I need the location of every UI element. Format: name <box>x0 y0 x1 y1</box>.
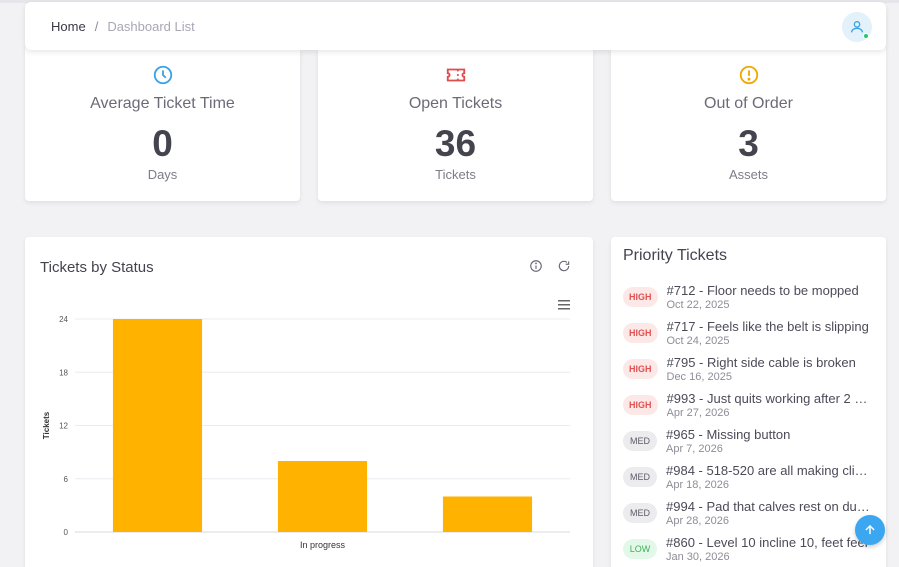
stat-value: 0 <box>152 123 173 164</box>
top-border <box>0 0 899 3</box>
priority-ticket-date: Jan 30, 2026 <box>666 551 730 563</box>
priority-ticket-item[interactable]: MED #994 - Pad that calves rest on during… <box>623 499 878 535</box>
priority-ticket-text: #712 - Floor needs to be mopped Oct 22, 2… <box>667 283 872 311</box>
stat-card-out-of-order: Out of Order 3 Assets <box>611 46 886 201</box>
header-bar: Home / Dashboard List <box>25 2 886 50</box>
y-tick-label: 6 <box>64 475 69 484</box>
priority-badge: LOW <box>623 539 657 559</box>
priority-ticket-date: Oct 22, 2025 <box>666 299 730 311</box>
priority-ticket-item[interactable]: HIGH #795 - Right side cable is broken Dec… <box>623 355 878 391</box>
stat-label: Average Ticket Time <box>90 95 235 112</box>
stat-value: 36 <box>434 123 477 164</box>
info-icon[interactable] <box>529 259 543 273</box>
priority-badge: HIGH <box>623 323 658 343</box>
alert-circle-icon <box>739 65 758 85</box>
user-icon <box>851 21 863 33</box>
priority-ticket-title: #712 - Floor needs to be mopped <box>666 283 859 298</box>
y-axis-label: Tickets <box>42 411 51 439</box>
priority-ticket-date: Apr 7, 2026 <box>666 443 723 455</box>
priority-ticket-date: Apr 27, 2026 <box>666 407 730 419</box>
scroll-to-top-button[interactable] <box>855 515 885 545</box>
priority-ticket-item[interactable]: MED #965 - Missing button Apr 7, 2026 <box>623 427 878 463</box>
priority-ticket-item[interactable]: HIGH #717 - Feels like the belt is slippi… <box>623 319 878 355</box>
priority-ticket-title: #965 - Missing button <box>666 427 791 442</box>
priority-ticket-text: #965 - Missing button Apr 7, 2026 <box>666 427 871 455</box>
stat-card-average-ticket-time: Average Ticket Time 0 Days <box>25 46 300 201</box>
bar[interactable] <box>277 461 368 532</box>
priority-ticket-title: #717 - Feels like the belt is slipping <box>666 319 869 334</box>
bar[interactable] <box>112 319 203 532</box>
ticket-icon <box>446 68 465 82</box>
priority-ticket-title: #984 - 518-520 are all making clicking n… <box>666 463 871 478</box>
stat-label: Out of Order <box>704 95 793 112</box>
y-tick-label: 0 <box>64 528 69 537</box>
breadcrumb-separator: / <box>94 18 99 34</box>
priority-ticket-text: #993 - Just quits working after 2 minute… <box>667 391 872 419</box>
breadcrumb: Home / Dashboard List <box>51 19 195 34</box>
priority-ticket-date: Dec 16, 2025 <box>666 371 732 383</box>
bar[interactable] <box>442 496 533 533</box>
breadcrumb-home-link[interactable]: Home <box>51 18 86 34</box>
priority-tickets-card: Priority Tickets HIGH #712 - Floor needs … <box>611 237 886 567</box>
online-status-dot <box>863 33 869 39</box>
user-avatar-button[interactable] <box>842 12 872 42</box>
priority-ticket-item[interactable]: MED #984 - 518-520 are all making clickin… <box>623 463 878 499</box>
stat-card-open-tickets: Open Tickets 36 Tickets <box>318 46 593 201</box>
priority-badge: MED <box>623 467 657 487</box>
priority-ticket-date: Oct 24, 2025 <box>666 335 730 347</box>
priority-badge: HIGH <box>623 287 658 307</box>
priority-badge: HIGH <box>623 395 658 415</box>
priority-ticket-title: #860 - Level 10 incline 10, feet feel <box>666 535 868 550</box>
chart-menu-icon[interactable] <box>558 300 570 310</box>
tickets-by-status-card: Tickets by Status 0 6 12 18 24 In progress Tic… <box>25 237 593 567</box>
priority-ticket-text: #984 - 518-520 are all making clicking n… <box>666 463 871 491</box>
breadcrumb-current: Dashboard List <box>107 18 195 34</box>
y-tick-label: 24 <box>59 315 68 324</box>
x-tick-label: In progress <box>300 540 346 550</box>
priority-ticket-item[interactable]: HIGH #993 - Just quits working after 2 mi… <box>623 391 878 427</box>
priority-ticket-title: #795 - Right side cable is broken <box>666 355 856 370</box>
priority-ticket-text: #860 - Level 10 incline 10, feet feel Jan… <box>666 535 871 563</box>
priority-badge: HIGH <box>623 359 658 379</box>
arrow-up-icon <box>865 524 875 535</box>
y-tick-label: 12 <box>59 422 68 431</box>
priority-ticket-item[interactable]: LOW #860 - Level 10 incline 10, feet feel… <box>623 535 878 567</box>
priority-ticket-item[interactable]: HIGH #712 - Floor needs to be mopped Oct 2… <box>623 283 878 319</box>
priority-ticket-list: HIGH #712 - Floor needs to be mopped Oct 2… <box>623 283 878 567</box>
stat-unit: Tickets <box>435 167 476 182</box>
priority-badge: MED <box>623 431 657 451</box>
priority-ticket-text: #795 - Right side cable is broken Dec 16,… <box>667 355 872 383</box>
priority-card-title: Priority Tickets <box>623 247 728 264</box>
refresh-icon[interactable] <box>557 259 571 273</box>
clock-icon <box>153 65 172 85</box>
stat-unit: Days <box>147 167 178 182</box>
priority-ticket-text: #717 - Feels like the belt is slipping Oc… <box>667 319 872 347</box>
stat-value: 3 <box>738 123 759 164</box>
priority-ticket-date: Apr 18, 2026 <box>666 479 729 491</box>
priority-badge: MED <box>623 503 657 523</box>
priority-ticket-title: #994 - Pad that calves rest on during le… <box>666 499 871 514</box>
stat-unit: Assets <box>728 167 768 182</box>
bar-chart: 0 6 12 18 24 In progress Tickets <box>42 300 570 550</box>
y-tick-label: 18 <box>59 368 68 377</box>
stat-label: Open Tickets <box>408 95 503 112</box>
priority-ticket-title: #993 - Just quits working after 2 minute… <box>666 391 872 406</box>
priority-ticket-text: #994 - Pad that calves rest on during le… <box>666 499 871 527</box>
priority-ticket-date: Apr 28, 2026 <box>666 515 729 527</box>
chart-card-title: Tickets by Status <box>40 259 154 276</box>
